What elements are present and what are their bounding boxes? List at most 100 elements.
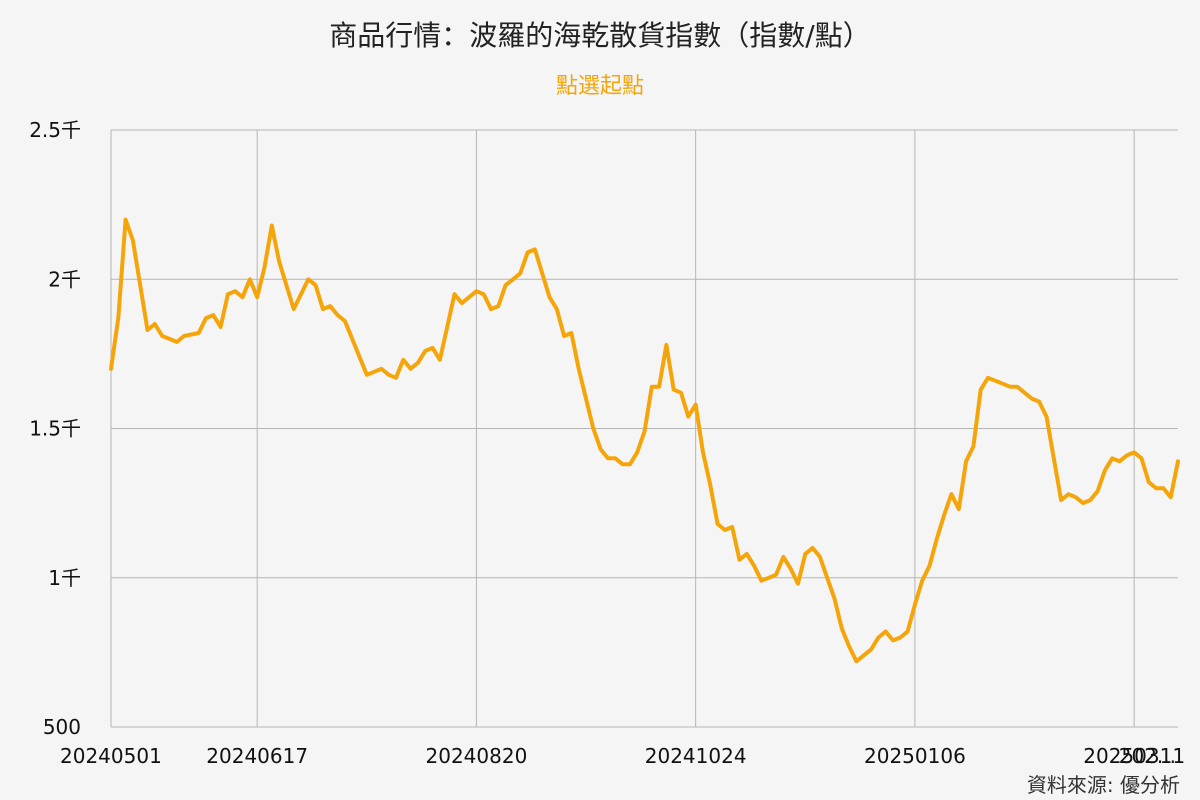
data-point[interactable] (678, 390, 684, 396)
data-point[interactable] (247, 276, 253, 282)
data-point[interactable] (481, 291, 487, 297)
data-point[interactable] (956, 506, 962, 512)
data-point[interactable] (693, 402, 699, 408)
data-point[interactable] (612, 455, 618, 461)
data-point[interactable] (357, 354, 363, 360)
data-point[interactable] (590, 426, 596, 432)
data-point[interactable] (196, 330, 202, 336)
data-point[interactable] (1036, 399, 1042, 405)
data-point[interactable] (1124, 452, 1130, 458)
data-point[interactable] (605, 455, 611, 461)
data-point[interactable] (495, 303, 501, 309)
data-point[interactable] (466, 294, 472, 300)
data-point[interactable] (875, 635, 881, 641)
data-point[interactable] (671, 387, 677, 393)
data-point[interactable] (846, 643, 852, 649)
data-point[interactable] (254, 294, 260, 300)
data-point[interactable] (159, 333, 165, 339)
data-point[interactable] (576, 366, 582, 372)
data-point[interactable] (1153, 485, 1159, 491)
data-point[interactable] (188, 332, 194, 338)
data-point[interactable] (1139, 455, 1145, 461)
data-point[interactable] (167, 336, 173, 342)
data-point[interactable] (503, 282, 509, 288)
data-point[interactable] (342, 318, 348, 324)
data-point[interactable] (473, 288, 479, 294)
data-point[interactable] (364, 372, 370, 378)
data-point[interactable] (729, 524, 735, 530)
data-point[interactable] (137, 282, 143, 288)
data-point[interactable] (335, 312, 341, 318)
data-point[interactable] (970, 443, 976, 449)
data-point[interactable] (123, 217, 129, 223)
data-point[interactable] (561, 333, 567, 339)
data-point[interactable] (1160, 485, 1166, 491)
data-point[interactable] (1065, 491, 1071, 497)
data-point[interactable] (1044, 414, 1050, 420)
data-point[interactable] (1080, 500, 1086, 506)
data-point[interactable] (897, 635, 903, 641)
data-point[interactable] (1000, 381, 1006, 387)
data-point[interactable] (305, 276, 311, 282)
data-point[interactable] (744, 551, 750, 557)
data-point[interactable] (408, 366, 414, 372)
data-point[interactable] (568, 330, 574, 336)
data-point[interactable] (1131, 449, 1137, 455)
data-point[interactable] (766, 575, 772, 581)
data-point[interactable] (283, 282, 289, 288)
data-point[interactable] (1014, 384, 1020, 390)
data-point[interactable] (861, 652, 867, 658)
data-point[interactable] (1168, 494, 1174, 500)
data-point[interactable] (276, 258, 282, 264)
data-point[interactable] (780, 554, 786, 560)
data-point[interactable] (817, 554, 823, 560)
data-point[interactable] (810, 545, 816, 551)
data-point[interactable] (1022, 390, 1028, 396)
data-point[interactable] (941, 512, 947, 518)
data-point[interactable] (1109, 455, 1115, 461)
data-point[interactable] (1007, 384, 1013, 390)
data-point[interactable] (627, 461, 633, 467)
data-point[interactable] (488, 306, 494, 312)
data-point[interactable] (225, 291, 231, 297)
data-point[interactable] (145, 327, 151, 333)
data-point[interactable] (948, 491, 954, 497)
data-point[interactable] (393, 375, 399, 381)
data-point[interactable] (656, 384, 662, 390)
data-point[interactable] (685, 414, 691, 420)
data-point[interactable] (262, 264, 268, 270)
data-point[interactable] (400, 357, 406, 363)
data-point[interactable] (751, 563, 757, 569)
data-point[interactable] (1095, 488, 1101, 494)
data-point[interactable] (649, 384, 655, 390)
data-point[interactable] (758, 578, 764, 584)
data-point[interactable] (1029, 396, 1035, 402)
data-point[interactable] (422, 348, 428, 354)
data-point[interactable] (905, 629, 911, 635)
data-point[interactable] (532, 246, 538, 252)
data-point[interactable] (663, 342, 669, 348)
data-point[interactable] (1102, 467, 1108, 473)
data-point[interactable] (371, 369, 377, 375)
data-point[interactable] (1073, 494, 1079, 500)
data-point[interactable] (415, 360, 421, 366)
data-point[interactable] (715, 521, 721, 527)
data-point[interactable] (298, 291, 304, 297)
data-point[interactable] (1146, 479, 1152, 485)
data-point[interactable] (349, 336, 355, 342)
data-point[interactable] (547, 294, 553, 300)
data-point[interactable] (1087, 497, 1093, 503)
data-point[interactable] (525, 249, 531, 255)
data-point[interactable] (181, 333, 187, 339)
data-point[interactable] (437, 357, 443, 363)
data-point[interactable] (642, 429, 648, 435)
data-point[interactable] (269, 223, 275, 229)
series-line-bdi[interactable] (109, 217, 1180, 664)
data-point[interactable] (510, 276, 516, 282)
data-point[interactable] (788, 566, 794, 572)
data-point[interactable] (115, 315, 121, 321)
data-point[interactable] (795, 581, 801, 587)
data-point[interactable] (985, 375, 991, 381)
data-point[interactable] (722, 527, 728, 533)
data-point[interactable] (802, 551, 808, 557)
